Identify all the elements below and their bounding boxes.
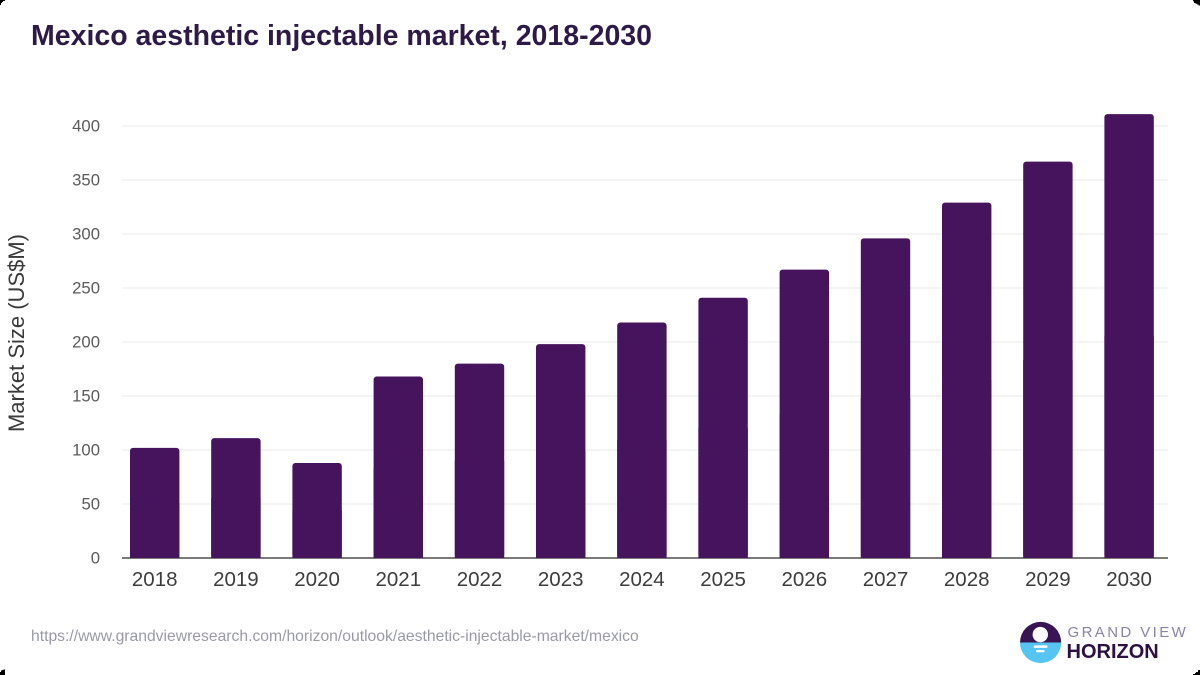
svg-text:50: 50 <box>81 495 100 514</box>
svg-text:2028: 2028 <box>944 568 990 591</box>
svg-text:2026: 2026 <box>781 568 827 591</box>
svg-text:HORIZON: HORIZON <box>1067 641 1159 663</box>
svg-text:400: 400 <box>72 117 100 136</box>
svg-text:2020: 2020 <box>294 568 340 591</box>
svg-text:2018: 2018 <box>132 568 178 591</box>
svg-text:2024: 2024 <box>619 568 665 591</box>
svg-text:100: 100 <box>72 441 100 460</box>
svg-text:2019: 2019 <box>213 568 259 591</box>
svg-text:150: 150 <box>72 387 100 406</box>
svg-text:300: 300 <box>72 225 100 244</box>
svg-text:2025: 2025 <box>700 568 746 591</box>
svg-text:350: 350 <box>72 171 100 190</box>
svg-text:0: 0 <box>91 549 100 568</box>
svg-text:2021: 2021 <box>375 568 421 591</box>
svg-text:250: 250 <box>72 279 100 298</box>
svg-text:2023: 2023 <box>538 568 584 591</box>
svg-text:200: 200 <box>72 333 100 352</box>
svg-text:2027: 2027 <box>863 568 909 591</box>
svg-text:2029: 2029 <box>1025 568 1071 591</box>
svg-text:GRAND VIEW: GRAND VIEW <box>1068 624 1189 641</box>
svg-text:2030: 2030 <box>1106 568 1152 591</box>
svg-text:2022: 2022 <box>457 568 503 591</box>
